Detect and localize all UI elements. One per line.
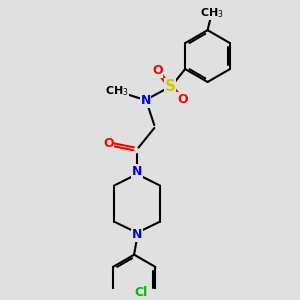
Text: N: N: [132, 228, 142, 241]
Text: N: N: [132, 165, 142, 178]
Text: CH$_3$: CH$_3$: [200, 6, 224, 20]
Text: CH$_3$: CH$_3$: [105, 84, 129, 98]
Text: O: O: [152, 64, 163, 77]
Text: S: S: [165, 79, 176, 94]
Text: O: O: [103, 137, 114, 150]
Text: Cl: Cl: [134, 286, 148, 299]
Text: O: O: [177, 93, 188, 106]
Text: N: N: [140, 94, 151, 107]
